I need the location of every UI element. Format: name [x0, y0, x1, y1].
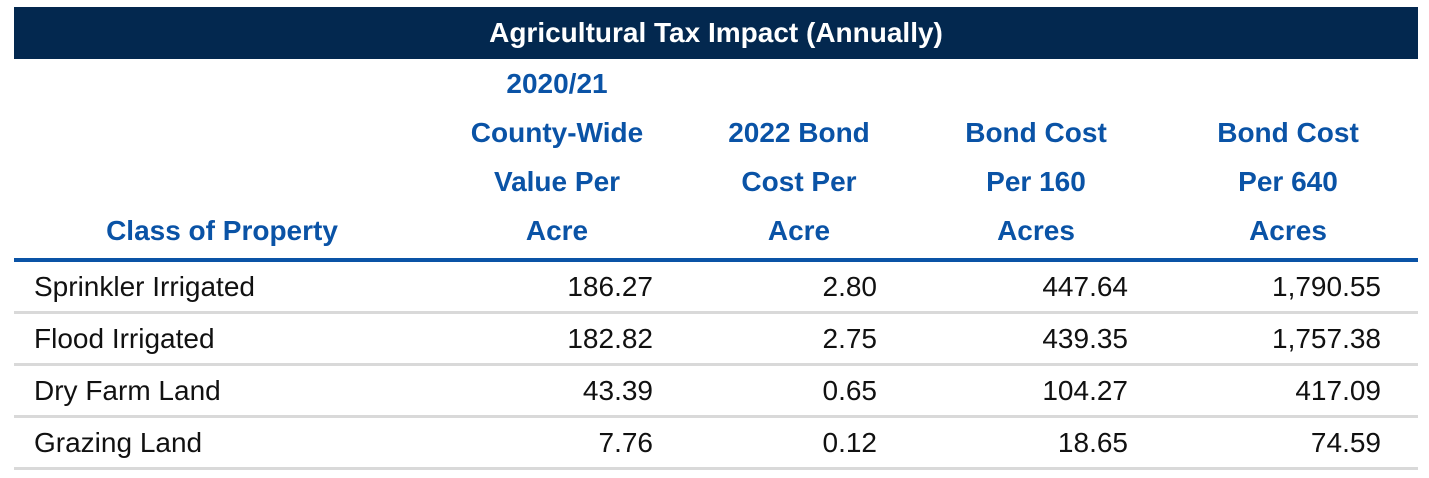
header-line: Bond Cost: [965, 117, 1107, 148]
table-row: Grazing Land 7.76 0.12 18.65 74.59: [14, 416, 1418, 470]
column-header-bond-cost-per-acre: 2022 Bond Cost Per Acre: [684, 59, 914, 260]
header-line: Acres: [997, 215, 1075, 246]
cell-bond-cost-per-640-acres: 1,790.55: [1158, 260, 1418, 314]
agricultural-tax-table: Class of Property 2020/21 County-Wide Va…: [14, 59, 1418, 470]
cell-class-of-property: Dry Farm Land: [14, 364, 430, 418]
cell-class-of-property: Grazing Land: [14, 416, 430, 470]
cell-value-per-acre: 186.27: [430, 260, 684, 314]
cell-class-of-property: Flood Irrigated: [14, 312, 430, 366]
header-line: Class of Property: [106, 215, 338, 246]
cell-bond-cost-per-160-acres: 18.65: [914, 416, 1158, 470]
cell-bond-cost-per-640-acres: 1,757.38: [1158, 312, 1418, 366]
header-row: Class of Property 2020/21 County-Wide Va…: [14, 59, 1418, 260]
header-line: Cost Per: [741, 166, 857, 197]
header-line: 2022 Bond: [728, 117, 870, 148]
cell-bond-cost-per-160-acres: 447.64: [914, 260, 1158, 314]
cell-bond-cost-per-640-acres: 417.09: [1158, 364, 1418, 418]
column-header-bond-cost-per-640-acres: Bond Cost Per 640 Acres: [1158, 59, 1418, 260]
table-title: Agricultural Tax Impact (Annually): [14, 7, 1418, 59]
cell-bond-cost-per-acre: 2.80: [684, 260, 914, 314]
table-row: Sprinkler Irrigated 186.27 2.80 447.64 1…: [14, 260, 1418, 314]
column-header-value-per-acre: 2020/21 County-Wide Value Per Acre: [430, 59, 684, 260]
header-line: Bond Cost: [1217, 117, 1359, 148]
header-line: Value Per: [493, 166, 621, 197]
column-header-bond-cost-per-160-acres: Bond Cost Per 160 Acres: [914, 59, 1158, 260]
header-line: County-Wide: [470, 117, 644, 148]
cell-bond-cost-per-acre: 2.75: [684, 312, 914, 366]
cell-value-per-acre: 43.39: [430, 364, 684, 418]
table-row: Dry Farm Land 43.39 0.65 104.27 417.09: [14, 364, 1418, 418]
header-line: 2020/21: [506, 68, 608, 99]
cell-class-of-property: Sprinkler Irrigated: [14, 260, 430, 314]
cell-value-per-acre: 182.82: [430, 312, 684, 366]
header-line: Acre: [525, 215, 589, 246]
header-line: Acre: [767, 215, 831, 246]
cell-bond-cost-per-160-acres: 104.27: [914, 364, 1158, 418]
cell-bond-cost-per-160-acres: 439.35: [914, 312, 1158, 366]
header-line: Acres: [1249, 215, 1327, 246]
agricultural-tax-table-container: Agricultural Tax Impact (Annually) Class…: [14, 7, 1418, 470]
header-line: Per 640: [1238, 166, 1338, 197]
cell-value-per-acre: 7.76: [430, 416, 684, 470]
cell-bond-cost-per-acre: 0.12: [684, 416, 914, 470]
table-row: Flood Irrigated 182.82 2.75 439.35 1,757…: [14, 312, 1418, 366]
cell-bond-cost-per-640-acres: 74.59: [1158, 416, 1418, 470]
header-line: Per 160: [986, 166, 1086, 197]
column-header-class-of-property: Class of Property: [14, 59, 430, 260]
cell-bond-cost-per-acre: 0.65: [684, 364, 914, 418]
